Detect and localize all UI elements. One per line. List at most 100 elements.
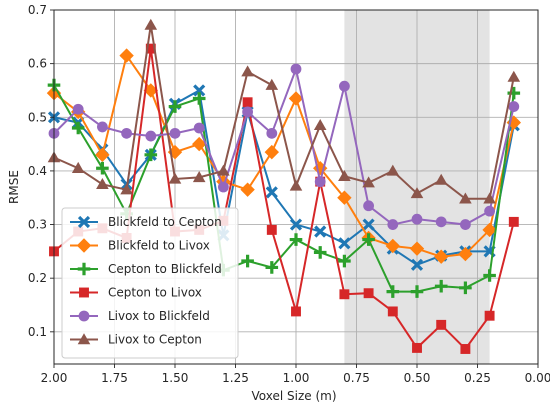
tick-labels: 2.00 1.75 1.50 1.25 1.00 0.75 0.50 0.25 0.00 0.1 0…	[28, 3, 550, 385]
data-point	[96, 178, 109, 190]
legend: Blickfeld to Cepton Blickfeld to Livox Cep…	[61, 207, 239, 359]
data-point	[266, 224, 277, 235]
data-point	[290, 63, 302, 75]
data-point	[434, 173, 448, 185]
data-point	[192, 171, 206, 183]
legend-marker	[77, 262, 91, 276]
data-point	[289, 233, 303, 246]
data-point	[483, 269, 496, 282]
data-point	[313, 246, 327, 259]
data-point	[460, 344, 471, 354]
legend-label: Livox to Blickfeld	[108, 309, 210, 323]
data-point	[192, 136, 207, 152]
data-point	[459, 281, 472, 295]
data-point	[168, 172, 182, 184]
y-tick-label: 0.7	[28, 3, 47, 17]
data-point	[508, 101, 520, 112]
legend-item: Livox to Cepton	[70, 333, 202, 347]
legend-item: Livox to Blickfeld	[70, 309, 210, 323]
data-point	[338, 169, 351, 181]
data-point	[362, 233, 375, 246]
data-point	[144, 148, 158, 162]
data-point	[266, 127, 278, 139]
y-tick-label: 0.3	[28, 218, 47, 232]
data-point	[483, 192, 496, 204]
data-point	[387, 306, 398, 317]
data-point	[411, 213, 423, 225]
data-point	[193, 84, 206, 97]
data-point	[362, 218, 375, 231]
data-point	[484, 310, 495, 321]
data-point	[436, 319, 447, 330]
data-point	[434, 279, 448, 293]
legend-item: Cepton to Livox	[70, 286, 202, 300]
data-point	[291, 306, 301, 317]
data-point	[265, 186, 278, 199]
data-point	[507, 70, 521, 82]
legend-label: Cepton to Blickfeld	[108, 262, 222, 276]
data-point	[97, 121, 108, 133]
legend-marker	[78, 310, 90, 322]
data-point	[242, 106, 254, 118]
data-point	[362, 176, 375, 188]
data-point	[240, 182, 255, 197]
legend-marker	[77, 215, 91, 229]
y-tick-label: 0.5	[28, 110, 47, 124]
data-point	[409, 241, 425, 256]
legend-item: Blickfeld to Cepton	[70, 215, 222, 229]
data-point	[241, 65, 254, 77]
data-point	[434, 249, 449, 264]
data-point	[339, 289, 350, 300]
legend-item: Cepton to Blickfeld	[70, 262, 222, 276]
data-point	[338, 254, 351, 268]
data-point	[265, 78, 279, 90]
x-tick-label: 2.00	[41, 371, 68, 385]
data-point	[71, 121, 85, 135]
legend-marker	[76, 238, 92, 253]
legend-marker	[79, 287, 89, 298]
data-point	[143, 83, 158, 98]
data-point	[145, 130, 157, 142]
y-tick-label: 0.6	[28, 57, 47, 71]
data-point	[289, 179, 303, 191]
x-tick-label: 0.50	[404, 371, 431, 385]
data-point	[169, 127, 181, 139]
data-point	[119, 48, 134, 63]
legend-label: Blickfeld to Cepton	[108, 215, 222, 229]
x-tick-label: 0.25	[464, 371, 491, 385]
x-tick-label: 1.50	[162, 371, 189, 385]
axes-frame	[50, 9, 539, 368]
series-livox-to-cepton	[47, 18, 521, 204]
data-point	[96, 161, 109, 175]
x-tick-label: 1.00	[283, 371, 310, 385]
data-point	[242, 97, 253, 108]
data-point	[459, 192, 472, 204]
plot-frame	[53, 9, 539, 365]
data-point	[339, 80, 350, 92]
y-tick-label: 0.4	[28, 164, 47, 178]
data-point	[313, 119, 327, 131]
data-point	[410, 258, 424, 271]
data-point	[410, 187, 424, 199]
data-point	[71, 161, 85, 173]
data-point	[484, 205, 495, 217]
data-point	[121, 127, 132, 139]
data-point	[314, 225, 327, 238]
data-point	[386, 164, 400, 176]
series-livox-to-blickfeld	[48, 63, 520, 230]
data-point	[387, 219, 399, 230]
data-point	[337, 190, 352, 205]
legend-label: Livox to Cepton	[108, 333, 202, 347]
data-point	[72, 103, 84, 115]
data-point	[264, 144, 279, 160]
x-tick-label: 0.00	[525, 371, 550, 385]
data-point	[145, 43, 156, 54]
data-point	[288, 91, 304, 106]
data-point	[192, 92, 206, 105]
data-point	[193, 122, 205, 134]
data-point	[314, 176, 326, 188]
data-point	[217, 164, 230, 176]
data-point	[95, 147, 110, 163]
legend-marker	[77, 333, 91, 345]
